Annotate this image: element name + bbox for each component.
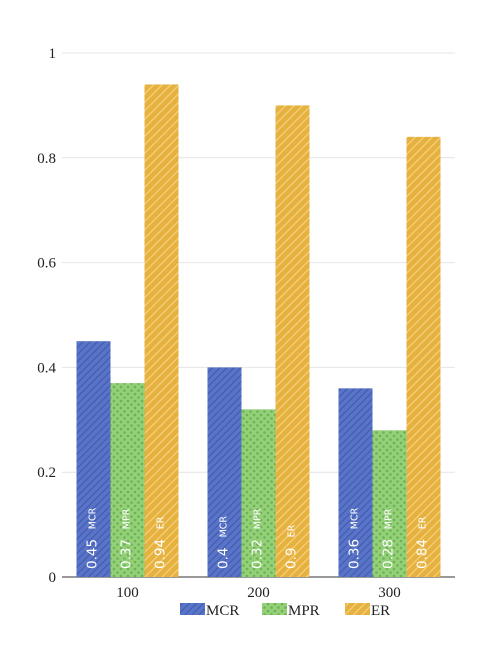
data-label-value: 0.45 <box>85 539 101 569</box>
bar-er-100 <box>144 84 179 577</box>
data-label-value: 0.94 <box>153 539 169 569</box>
y-tick-label: 0.4 <box>37 360 56 376</box>
x-axis: 100 200 300 <box>116 585 401 601</box>
bar-mpr-300 <box>372 430 407 577</box>
bar-er-200 <box>275 105 310 578</box>
data-label-series: MCR <box>350 507 361 529</box>
data-label-series: MPR <box>122 508 133 529</box>
x-tick-label: 200 <box>247 585 270 601</box>
data-label-series: ER <box>418 516 429 529</box>
bar-mpr-200 <box>241 409 276 577</box>
legend-swatch-mpr <box>262 603 287 615</box>
y-tick-label: 0.6 <box>37 256 56 272</box>
y-tick-label: 0 <box>49 570 57 586</box>
legend-swatch-mcr <box>180 603 205 615</box>
data-label-series: MPR <box>384 508 395 529</box>
data-label-series: MCR <box>88 507 99 529</box>
x-tick-label: 300 <box>378 585 401 601</box>
legend-label-mpr: MPR <box>288 603 320 619</box>
data-label-series: MPR <box>253 508 264 529</box>
legend-label-mcr: MCR <box>206 603 239 619</box>
x-tick-label: 100 <box>116 585 139 601</box>
data-label-value: 0.84 <box>415 539 431 569</box>
y-tick-label: 0.8 <box>37 151 56 167</box>
legend: MCR MPR ER <box>180 603 390 619</box>
data-label-value: 0.9 <box>284 548 300 569</box>
data-label-series: ER <box>156 516 167 529</box>
bar-mpr-100 <box>110 383 145 577</box>
bar-mcr-200 <box>207 367 242 577</box>
bars <box>76 84 441 578</box>
y-tick-label: 1 <box>49 46 57 62</box>
bar-mcr-300 <box>338 388 373 577</box>
bar-er-300 <box>406 136 441 577</box>
data-label-value: 0.36 <box>347 539 363 569</box>
data-label-value: 0.32 <box>250 539 266 569</box>
data-label-value: 0.4 <box>216 548 232 569</box>
bar-mcr-100 <box>76 341 111 577</box>
y-tick-label: 0.2 <box>37 465 56 481</box>
data-label-series: ER <box>287 524 298 537</box>
legend-swatch-er <box>345 603 370 615</box>
data-label-value: 0.28 <box>381 539 397 569</box>
data-labels: 0.45 MCR 0.37 MPR 0.94 ER 0.4 MCR 0.32 MPR 0.9 ER 0.… <box>85 507 431 569</box>
data-label-value: 0.37 <box>119 539 135 569</box>
legend-label-er: ER <box>371 603 390 619</box>
data-label-series: MCR <box>219 516 230 538</box>
